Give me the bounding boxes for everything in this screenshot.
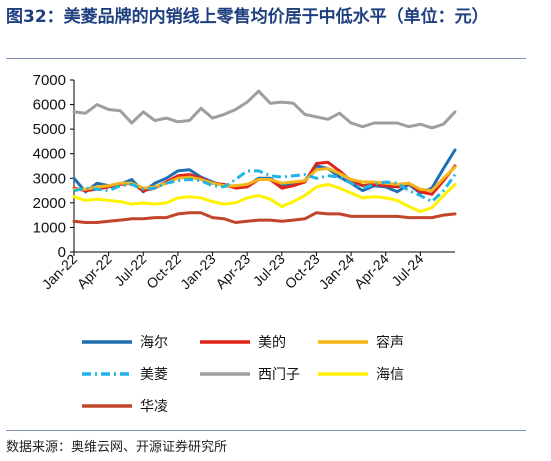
y-tick-label: 4000	[33, 146, 66, 163]
x-tick-label: Apr-22	[74, 251, 115, 292]
legend-label-4: 美菱	[140, 367, 168, 383]
series-line-4	[73, 169, 457, 204]
series-line-5	[72, 89, 457, 130]
legend-label-5: 西门子	[258, 367, 300, 383]
series-line-6	[72, 182, 457, 213]
x-tick-label: Oct-22	[143, 251, 184, 292]
legend-label-2: 美的	[258, 335, 286, 351]
legend-label-7: 华凌	[140, 399, 168, 415]
x-tick-label: Jan-23	[177, 251, 219, 293]
y-tick-label: 2000	[33, 195, 66, 212]
chart-title: 图32：美菱品牌的内销线上零售均价居于中低水平（单位：元）	[6, 7, 489, 27]
y-tick-label: 5000	[33, 121, 66, 138]
x-tick-label: Jul-24	[388, 251, 426, 289]
series-line-7	[72, 211, 457, 224]
x-tick-label: Jul-23	[250, 251, 288, 289]
x-tick-label: Oct-23	[282, 251, 323, 292]
x-tick-label: Jul-22	[111, 251, 149, 289]
x-tick-label: Jan-24	[316, 251, 358, 293]
y-tick-label: 6000	[33, 97, 66, 114]
x-tick-label: Apr-24	[351, 251, 392, 292]
footer-divider	[6, 430, 526, 431]
y-tick-label: 1000	[33, 219, 66, 236]
legend-label-3: 容声	[376, 334, 404, 351]
y-tick-label: 7000	[33, 72, 66, 89]
title-divider	[6, 58, 526, 59]
series-lines	[72, 89, 457, 224]
source-note: 数据来源：奥维云网、开源证券研究所	[6, 440, 228, 455]
x-tick-label: Apr-23	[212, 251, 253, 292]
legend-label-6: 海信	[376, 367, 404, 383]
y-tick-label: 3000	[33, 170, 66, 187]
legend-label-1: 海尔	[140, 335, 168, 351]
page-margin	[531, 0, 551, 461]
y-tick-label: 0	[58, 244, 66, 261]
line-chart: 01000200030004000500060007000Jan-22Apr-2…	[33, 72, 457, 415]
